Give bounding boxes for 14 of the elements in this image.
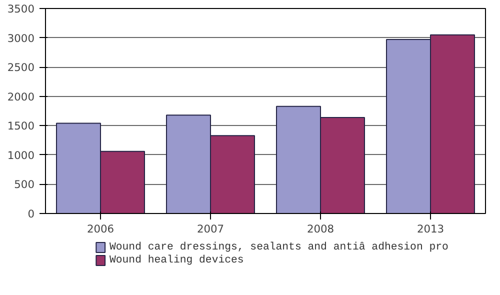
y-tick-label: 500 [14, 178, 35, 192]
y-tick-label: 1000 [7, 148, 35, 162]
y-tick-label: 3500 [7, 2, 35, 16]
y-tick-label: 0 [28, 208, 35, 220]
y-tick-label: 2500 [7, 61, 35, 74]
legend-label: Wound care dressings, sealants and antiâ adhesion pro [110, 242, 448, 254]
x-tick-label: 2008 [306, 222, 334, 236]
y-tick-label: 2000 [7, 90, 35, 104]
x-tick-label: 2007 [196, 222, 224, 236]
x-tick-label: 2006 [86, 222, 114, 236]
legend-label: Wound healing devices [110, 254, 244, 266]
y-tick-label: 3000 [7, 32, 35, 45]
x-tick-label: 2013 [416, 222, 444, 236]
y-tick-label: 1500 [7, 120, 35, 133]
